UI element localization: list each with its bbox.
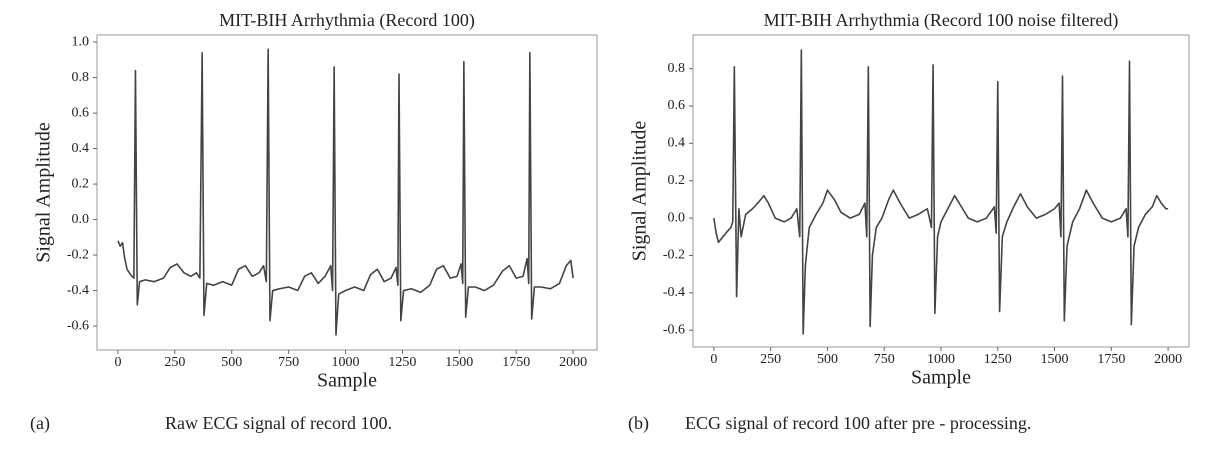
x-tick-label: 1250 [388, 355, 416, 370]
y-tick-label: -0.2 [663, 248, 685, 263]
x-tick-label: 1000 [927, 352, 955, 367]
caption: Raw ECG signal of record 100. [165, 413, 392, 433]
y-tick-label: 0.0 [668, 210, 686, 225]
chart-title: MIT-BIH Arrhythmia (Record 100) [219, 10, 475, 31]
x-tick-label: 750 [278, 355, 299, 370]
y-tick-label: -0.4 [663, 285, 685, 300]
x-tick-label: 500 [221, 355, 242, 370]
x-tick-label: 250 [164, 355, 185, 370]
y-axis-label: Signal Amplitude [33, 122, 55, 263]
y-tick-label: 1.0 [72, 34, 90, 49]
x-tick-label: 1500 [445, 355, 473, 370]
y-tick-label: 0.8 [668, 61, 686, 76]
x-tick-label: 1500 [1041, 352, 1069, 367]
y-tick-label: 0.2 [72, 176, 90, 191]
x-tick-label: 1000 [332, 355, 360, 370]
caption: ECG signal of record 100 after pre - pro… [685, 413, 1031, 433]
plot-frame [692, 34, 1190, 348]
signal-line [713, 49, 1169, 335]
y-tick-label: 0.8 [72, 70, 90, 85]
x-tick-label: 2000 [559, 355, 587, 370]
y-tick-label: 0.2 [668, 173, 686, 188]
y-tick-label: 0.6 [72, 105, 90, 120]
x-axis-label: Sample [911, 367, 971, 389]
x-axis-label: Sample [317, 370, 377, 392]
x-tick-label: 250 [760, 352, 781, 367]
y-tick-label: 0.0 [72, 212, 90, 227]
x-tick-label: 500 [817, 352, 838, 367]
x-tick-label: 0 [710, 352, 717, 367]
x-tick-label: 1250 [984, 352, 1012, 367]
x-tick-label: 1750 [1097, 352, 1125, 367]
y-tick-label: -0.6 [663, 322, 685, 337]
y-tick-label: 0.4 [668, 136, 686, 151]
y-tick-label: -0.4 [67, 283, 89, 298]
x-tick-label: 2000 [1154, 352, 1182, 367]
caption-label: (b) [628, 413, 649, 434]
x-tick-label: 0 [114, 355, 121, 370]
y-axis-label: Signal Amplitude [629, 121, 651, 262]
chart-title: MIT-BIH Arrhythmia (Record 100 noise fil… [764, 10, 1119, 31]
y-tick-label: 0.6 [668, 98, 686, 113]
plot-frame [96, 34, 598, 351]
signal-line [117, 48, 574, 336]
x-tick-label: 750 [874, 352, 895, 367]
y-tick-label: 0.4 [72, 141, 90, 156]
x-tick-label: 1750 [502, 355, 530, 370]
y-tick-label: -0.2 [67, 247, 89, 262]
caption-label: (a) [30, 413, 50, 434]
y-tick-label: -0.6 [67, 318, 89, 333]
